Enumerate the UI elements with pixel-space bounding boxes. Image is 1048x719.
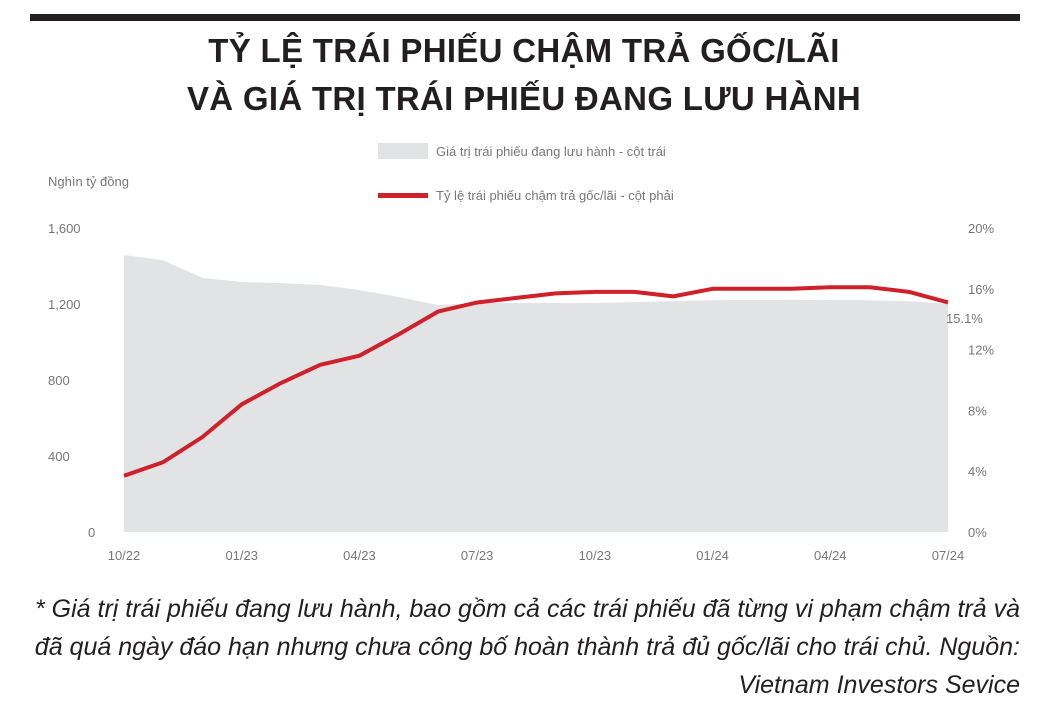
chart: Giá trị trái phiếu đang lưu hành - cột t… [48,143,994,563]
top-rule [30,14,1020,21]
y2-tick-label: 8% [968,403,987,418]
x-tick-label: 04/23 [343,548,376,563]
y2-tick-label: 16% [968,282,994,297]
legend-line-label: Tỷ lệ trái phiếu chậm trả gốc/lãi - cột … [436,188,674,203]
footnote: * Giá trị trái phiếu đang lưu hành, bao … [34,595,1020,699]
x-tick-label: 07/23 [461,548,494,563]
legend-area-label: Giá trị trái phiếu đang lưu hành - cột t… [436,144,666,159]
y2-tick-label: 12% [968,343,994,358]
outstanding-value-area [124,254,948,533]
y2-tick-label: 0% [968,525,987,540]
y-tick-label: 800 [48,373,70,388]
x-tick-label: 07/24 [932,548,965,563]
chart-title-line1: TỶ LỆ TRÁI PHIẾU CHẬM TRẢ GỐC/LÃI [208,32,840,69]
y-tick-label: 1,600 [48,221,81,236]
x-tick-label: 10/23 [579,548,612,563]
y-tick-label: 1,200 [48,297,81,312]
y-axis-label: Nghìn tỷ đồng [48,174,129,189]
x-tick-label: 10/22 [108,548,141,563]
default-rate-line [123,285,949,478]
chart-title-line2: VÀ GIÁ TRỊ TRÁI PHIẾU ĐANG LƯU HÀNH [186,80,862,117]
legend-line-swatch [378,193,428,198]
x-tick-label: 01/23 [225,548,258,563]
x-tick-label: 04/24 [814,548,847,563]
y2-tick-label: 4% [968,464,987,479]
x-tick-label: 01/24 [696,548,729,563]
end-value-annotation: 15.1% [946,311,983,326]
y-tick-label: 0 [88,525,95,540]
y-tick-label: 400 [48,449,70,464]
legend-area-swatch [378,143,428,159]
y2-tick-label: 20% [968,221,994,236]
